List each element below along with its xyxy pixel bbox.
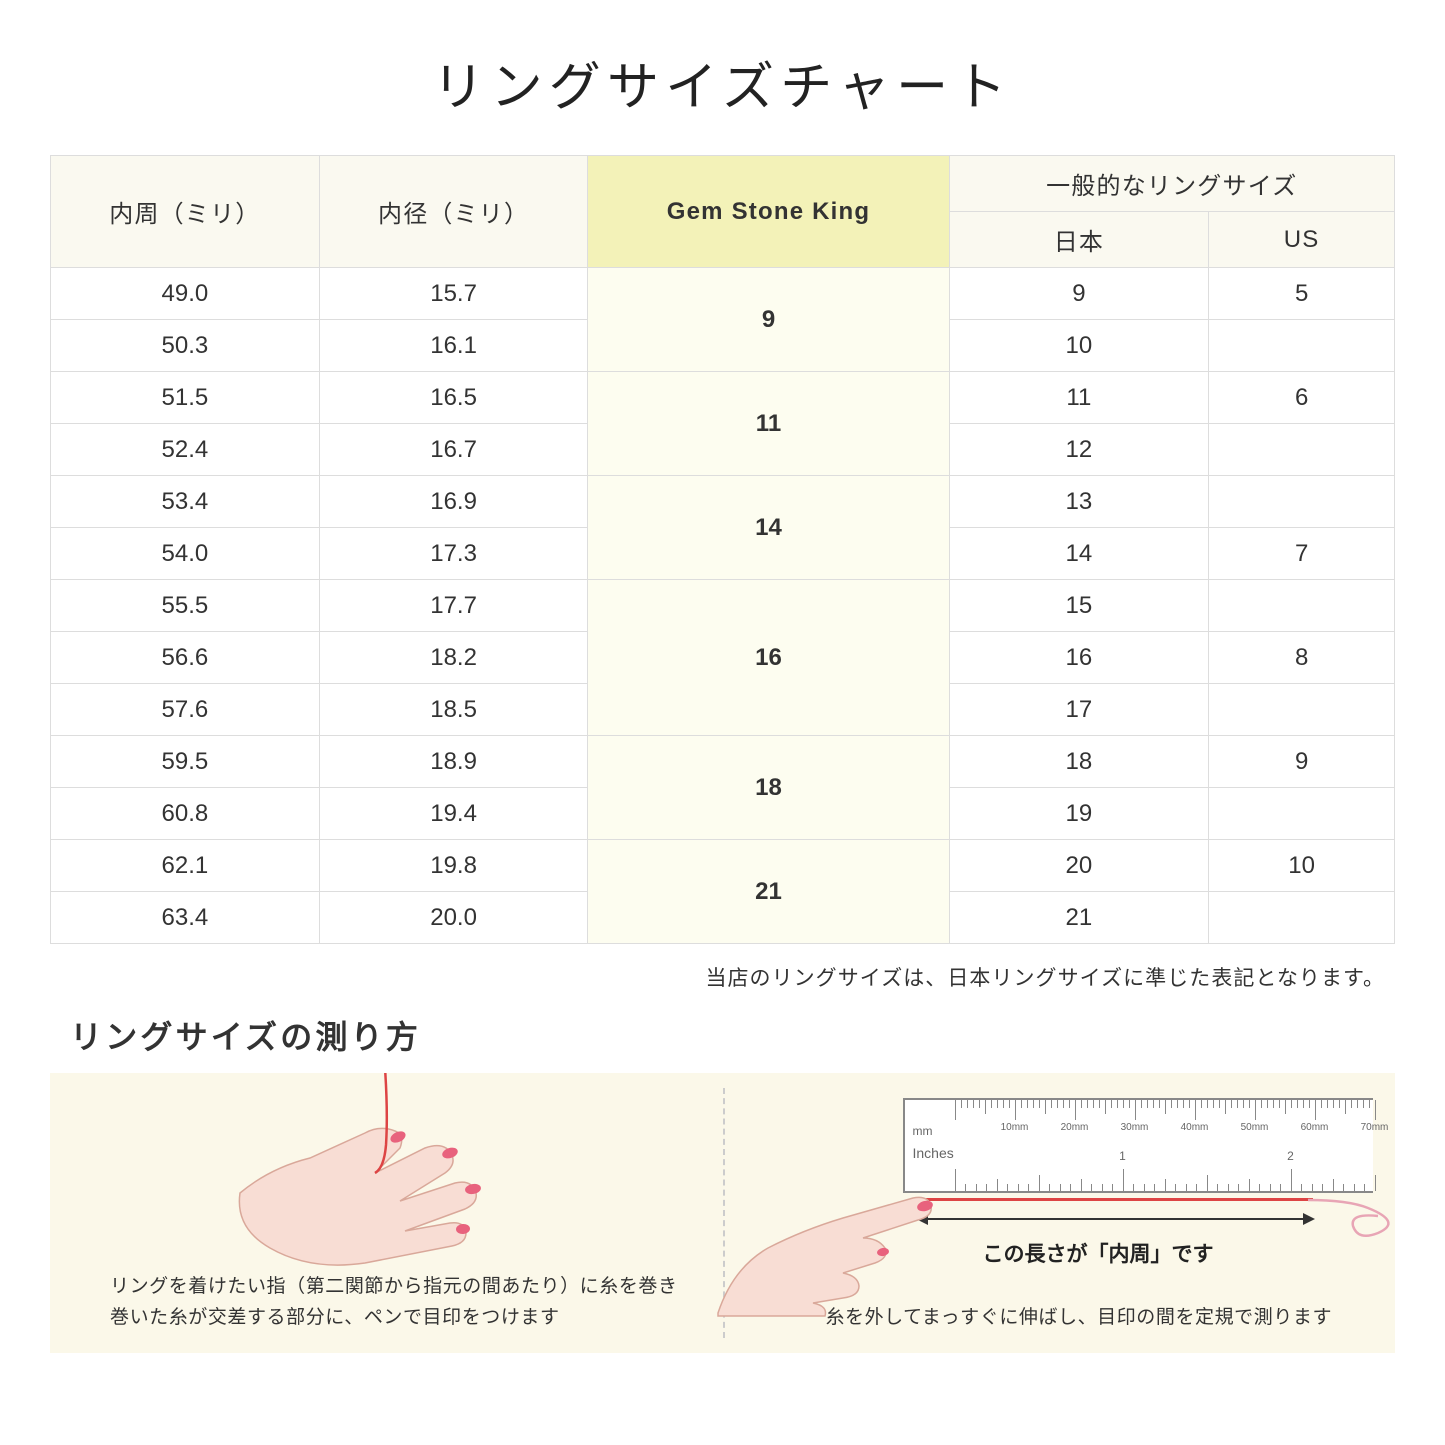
cell-japan: 9 — [949, 268, 1209, 320]
col-us: US — [1209, 212, 1395, 268]
ruler-mm-label: 50mm — [1241, 1122, 1269, 1133]
cell-us — [1209, 580, 1395, 632]
cell-circumference: 57.6 — [51, 684, 320, 736]
cell-diameter: 18.9 — [319, 736, 588, 788]
cell-circumference: 50.3 — [51, 320, 320, 372]
col-gsk: Gem Stone King — [588, 156, 949, 268]
ruler-mm-label: 60mm — [1301, 1122, 1329, 1133]
cell-circumference: 53.4 — [51, 476, 320, 528]
howto-title: リングサイズの測り方 — [70, 1012, 1395, 1058]
ruler-mm-unit: mm — [913, 1124, 933, 1138]
col-circumference: 内周（ミリ） — [51, 156, 320, 268]
cell-diameter: 16.7 — [319, 424, 588, 476]
col-diameter: 内径（ミリ） — [319, 156, 588, 268]
ruler-mm-label: 30mm — [1121, 1122, 1149, 1133]
cell-gsk: 11 — [588, 372, 949, 476]
howto-panel: リングを着けたい指（第二関節から指元の間あたり）に糸を巻き 巻いた糸が交差する部… — [50, 1073, 1395, 1353]
ruler-in-label: 1 — [1119, 1149, 1126, 1163]
cell-us — [1209, 424, 1395, 476]
cell-gsk: 14 — [588, 476, 949, 580]
cell-circumference: 60.8 — [51, 788, 320, 840]
table-row: 59.518.918189 — [51, 736, 1395, 788]
table-row: 53.416.91413 — [51, 476, 1395, 528]
ruler-mm-label: 70mm — [1361, 1122, 1389, 1133]
cell-us — [1209, 892, 1395, 944]
cell-japan: 14 — [949, 528, 1209, 580]
cell-japan: 11 — [949, 372, 1209, 424]
cell-japan: 20 — [949, 840, 1209, 892]
col-common: 一般的なリングサイズ — [949, 156, 1394, 212]
page-title: リングサイズチャート — [50, 45, 1395, 120]
thread-line — [918, 1198, 1313, 1201]
cell-circumference: 52.4 — [51, 424, 320, 476]
cell-circumference: 54.0 — [51, 528, 320, 580]
table-row: 62.119.8212010 — [51, 840, 1395, 892]
cell-gsk: 9 — [588, 268, 949, 372]
cell-us: 10 — [1209, 840, 1395, 892]
hand-point-icon — [713, 1168, 943, 1318]
ruler-in-label: 2 — [1287, 1149, 1294, 1163]
howto-step-2: mm Inches 10mm 20mm 30mm 40mm 50mm 60mm 70mm 1 2… — [723, 1073, 1396, 1353]
cell-japan: 13 — [949, 476, 1209, 528]
cell-us: 7 — [1209, 528, 1395, 580]
cell-diameter: 19.4 — [319, 788, 588, 840]
hand-wrap-icon — [200, 1073, 560, 1273]
cell-us — [1209, 788, 1395, 840]
cell-us — [1209, 476, 1395, 528]
cell-circumference: 51.5 — [51, 372, 320, 424]
cell-circumference: 55.5 — [51, 580, 320, 632]
size-chart-table: 内周（ミリ） 内径（ミリ） Gem Stone King 一般的なリングサイズ … — [50, 155, 1395, 944]
cell-diameter: 18.2 — [319, 632, 588, 684]
cell-diameter: 16.5 — [319, 372, 588, 424]
cell-diameter: 16.1 — [319, 320, 588, 372]
cell-circumference: 63.4 — [51, 892, 320, 944]
cell-us — [1209, 684, 1395, 736]
measure-label: この長さが「内周」です — [983, 1238, 1214, 1268]
cell-diameter: 15.7 — [319, 268, 588, 320]
cell-circumference: 49.0 — [51, 268, 320, 320]
cell-diameter: 19.8 — [319, 840, 588, 892]
table-row: 51.516.511116 — [51, 372, 1395, 424]
caption-step-1: リングを着けたい指（第二関節から指元の間あたり）に糸を巻き 巻いた糸が交差する部… — [110, 1272, 683, 1333]
table-row: 55.517.71615 — [51, 580, 1395, 632]
ruler-mm-label: 10mm — [1001, 1122, 1029, 1133]
cell-us: 9 — [1209, 736, 1395, 788]
cell-circumference: 62.1 — [51, 840, 320, 892]
ruler-in-unit: Inches — [913, 1145, 954, 1161]
thread-curl-icon — [1308, 1178, 1418, 1248]
col-japan: 日本 — [949, 212, 1209, 268]
cell-diameter: 17.7 — [319, 580, 588, 632]
cell-us: 6 — [1209, 372, 1395, 424]
cell-gsk: 21 — [588, 840, 949, 944]
caption-step-2: 糸を外してまっすぐに伸ばし、目印の間を定規で測ります — [803, 1303, 1356, 1333]
cell-diameter: 20.0 — [319, 892, 588, 944]
cell-us: 8 — [1209, 632, 1395, 684]
table-row: 49.015.7995 — [51, 268, 1395, 320]
cell-us: 5 — [1209, 268, 1395, 320]
cell-circumference: 56.6 — [51, 632, 320, 684]
cell-diameter: 17.3 — [319, 528, 588, 580]
cell-japan: 19 — [949, 788, 1209, 840]
cell-diameter: 16.9 — [319, 476, 588, 528]
table-note: 当店のリングサイズは、日本リングサイズに準じた表記となります。 — [50, 962, 1385, 992]
cell-gsk: 16 — [588, 580, 949, 736]
cell-us — [1209, 320, 1395, 372]
cell-circumference: 59.5 — [51, 736, 320, 788]
cell-japan: 16 — [949, 632, 1209, 684]
ruler-icon: mm Inches 10mm20mm30mm40mm50mm60mm70mm12 — [903, 1098, 1373, 1193]
cell-japan: 21 — [949, 892, 1209, 944]
cell-japan: 12 — [949, 424, 1209, 476]
ruler-mm-label: 40mm — [1181, 1122, 1209, 1133]
cell-japan: 15 — [949, 580, 1209, 632]
cell-japan: 18 — [949, 736, 1209, 788]
ruler-mm-label: 20mm — [1061, 1122, 1089, 1133]
cell-japan: 17 — [949, 684, 1209, 736]
howto-step-1: リングを着けたい指（第二関節から指元の間あたり）に糸を巻き 巻いた糸が交差する部… — [50, 1073, 723, 1353]
cell-diameter: 18.5 — [319, 684, 588, 736]
cell-japan: 10 — [949, 320, 1209, 372]
measure-arrow — [918, 1218, 1313, 1220]
cell-gsk: 18 — [588, 736, 949, 840]
